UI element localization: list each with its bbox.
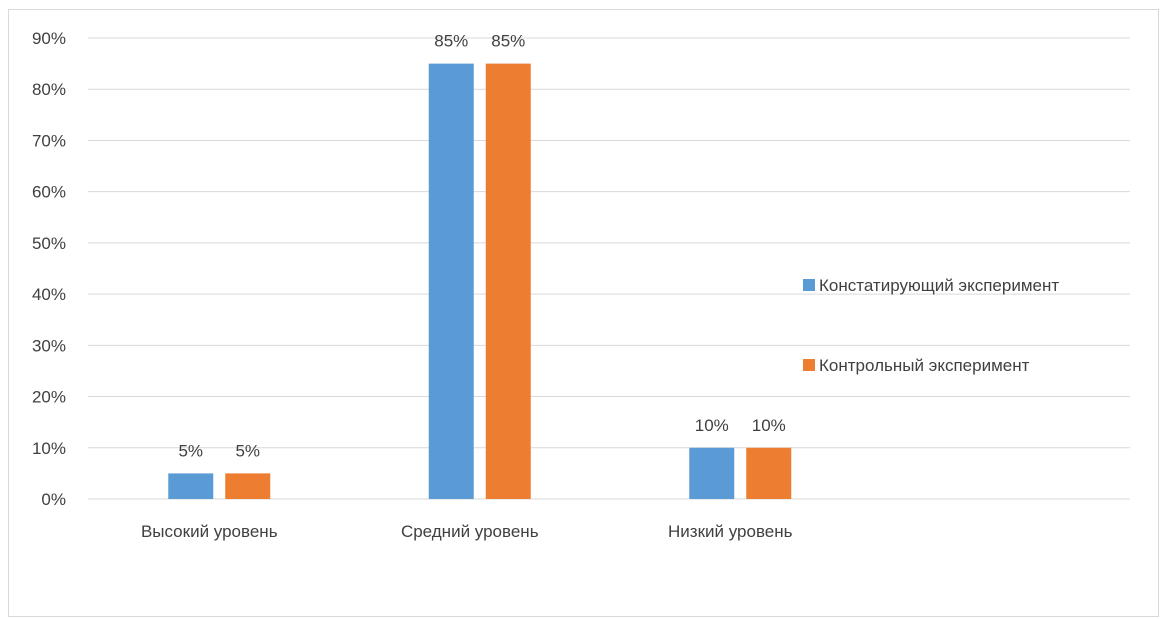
- y-tick-label: 60%: [32, 183, 66, 202]
- y-tick-label: 90%: [32, 29, 66, 48]
- x-axis-ticks: Высокий уровень Средний уровень Низкий уро…: [141, 522, 793, 541]
- gridlines: [88, 37, 1130, 500]
- bar-control-1: [485, 63, 531, 499]
- data-label: 85%: [434, 32, 468, 51]
- y-tick-label: 30%: [32, 336, 66, 355]
- legend-label: Констатирующий эксперимент: [819, 276, 1059, 295]
- bar-control-2: [746, 447, 792, 499]
- bar-ascertaining-1: [428, 63, 474, 499]
- y-tick-label: 80%: [32, 80, 66, 99]
- data-label: 5%: [178, 441, 203, 460]
- y-tick-label: 40%: [32, 285, 66, 304]
- x-tick-label: Низкий уровень: [668, 522, 793, 541]
- data-label: 85%: [491, 32, 525, 51]
- bars: [168, 63, 792, 499]
- y-tick-label: 20%: [32, 388, 66, 407]
- bar-ascertaining-0: [168, 473, 214, 499]
- legend-swatch: [803, 279, 815, 291]
- y-axis-ticks: 0% 10% 20% 30% 40% 50% 60% 70% 80% 90%: [32, 29, 66, 509]
- data-label: 10%: [752, 416, 786, 435]
- data-labels: 5% 5% 85% 85% 10% 10%: [178, 32, 785, 461]
- legend-swatch: [803, 359, 815, 371]
- legend: Констатирующий эксперимент Контрольный эк…: [803, 276, 1059, 375]
- x-tick-label: Средний уровень: [401, 522, 539, 541]
- data-label: 10%: [695, 416, 729, 435]
- bar-control-0: [225, 473, 271, 499]
- data-label: 5%: [235, 441, 260, 460]
- chart-frame: [8, 9, 1159, 617]
- x-tick-label: Высокий уровень: [141, 522, 278, 541]
- legend-item: Констатирующий эксперимент: [803, 276, 1059, 295]
- y-tick-label: 70%: [32, 131, 66, 150]
- legend-item: Контрольный эксперимент: [803, 356, 1030, 375]
- bar-ascertaining-2: [689, 447, 735, 499]
- y-tick-label: 10%: [32, 439, 66, 458]
- y-tick-label: 0%: [41, 490, 66, 509]
- legend-label: Контрольный эксперимент: [819, 356, 1030, 375]
- y-tick-label: 50%: [32, 234, 66, 253]
